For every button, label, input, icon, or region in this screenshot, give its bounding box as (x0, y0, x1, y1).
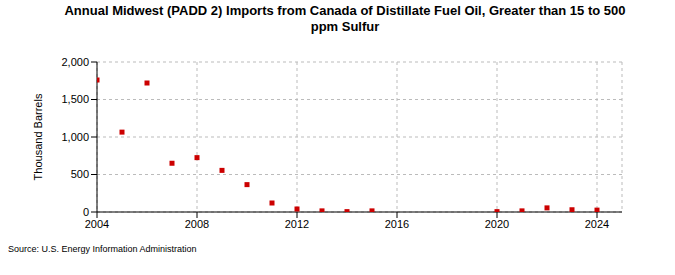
html-text:Annual Midwest (PADD 2) Import: Annual Midwest (PADD 2) Imports from Can… (64, 3, 626, 34)
svg-text:1,000: 1,000 (61, 131, 89, 143)
svg-text:2004: 2004 (85, 218, 109, 230)
html-text:Source: U.S. Energy Informatio: Source: U.S. Energy Information Administ… (8, 244, 197, 254)
svg-text:2,000: 2,000 (61, 56, 89, 68)
svg-text:2024: 2024 (585, 218, 609, 230)
svg-text:2016: 2016 (385, 218, 409, 230)
svg-text:2008: 2008 (185, 218, 209, 230)
svg-text:0: 0 (83, 206, 89, 218)
svg-text:2020: 2020 (485, 218, 509, 230)
svg-text:500: 500 (71, 168, 89, 180)
svg-text:2012: 2012 (285, 218, 309, 230)
svg-text:Thousand Barrels: Thousand Barrels (32, 93, 44, 180)
svg-text:1,500: 1,500 (61, 93, 89, 105)
